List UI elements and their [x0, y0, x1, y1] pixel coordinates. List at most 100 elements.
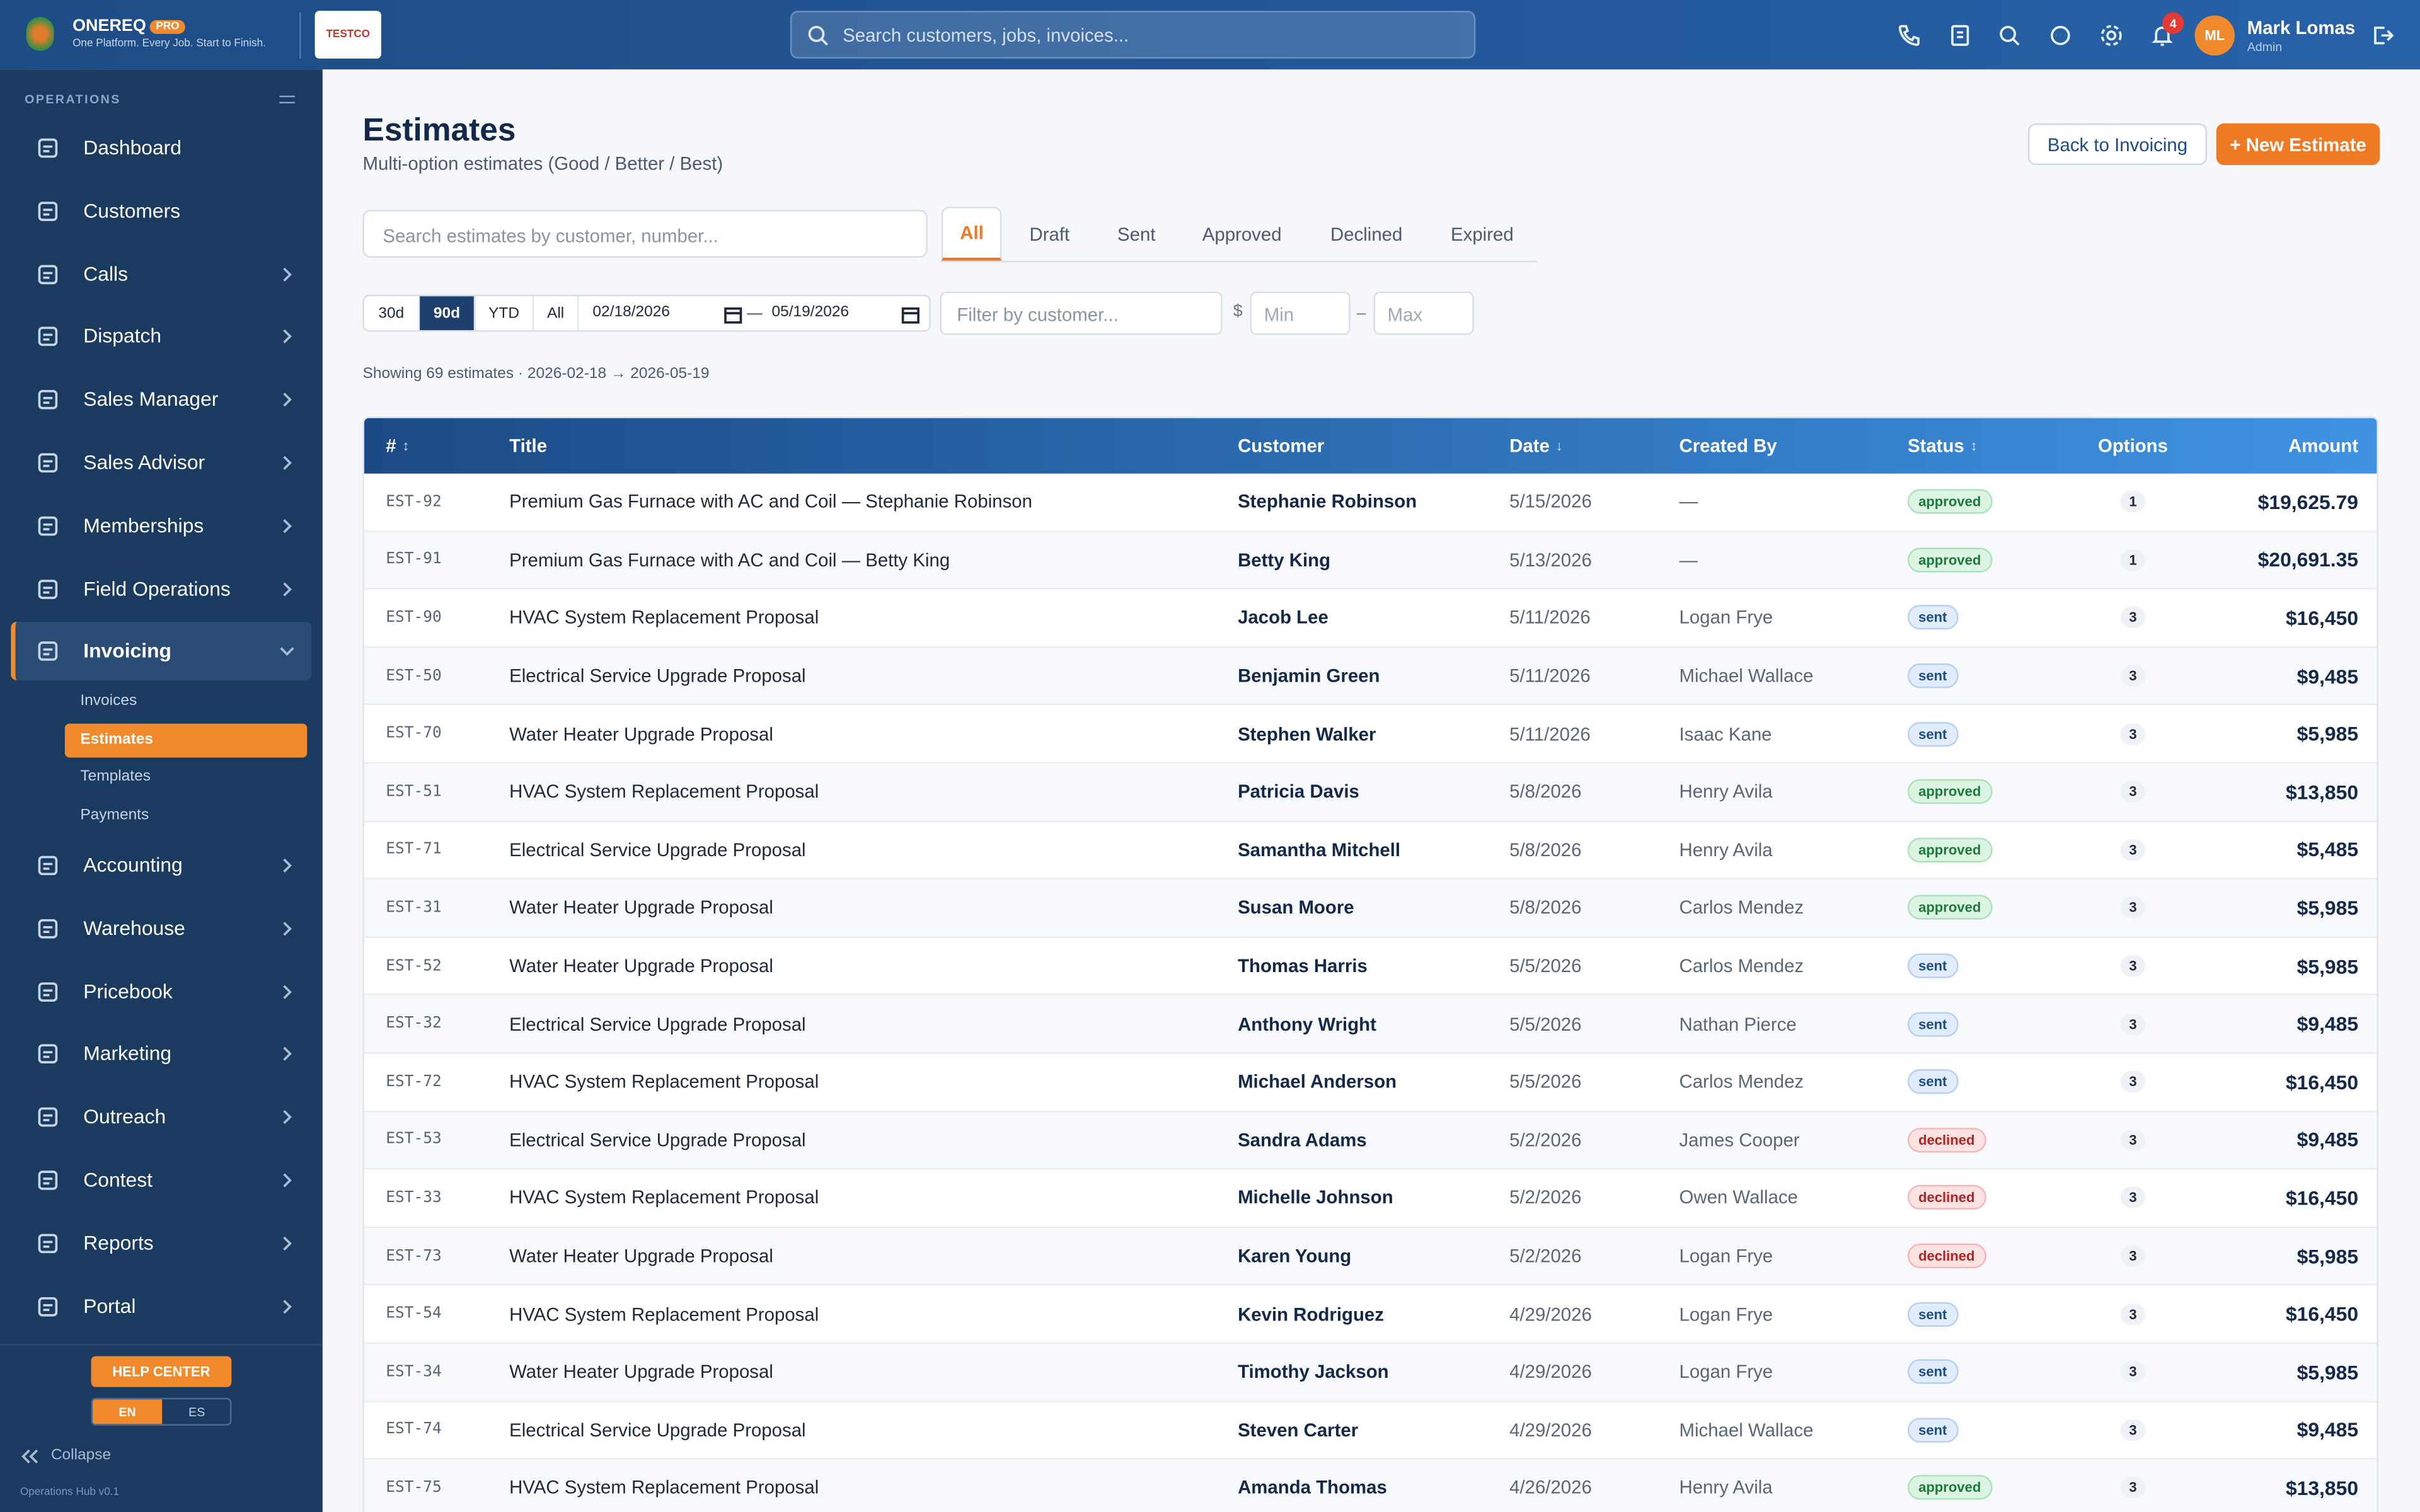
- nav-item[interactable]: Contest: [83, 1167, 153, 1191]
- table-row[interactable]: EST-32 Electrical Service Upgrade Proposa…: [364, 995, 2377, 1054]
- help-center[interactable]: HELP CENTER: [91, 1356, 232, 1387]
- nav-item[interactable]: Outreach: [83, 1104, 166, 1128]
- status-badge: sent: [1907, 1418, 1958, 1443]
- table-row[interactable]: EST-75 HVAC System Replacement Proposal Am…: [364, 1460, 2377, 1512]
- table-row[interactable]: EST-54 HVAC System Replacement Proposal Ke…: [364, 1285, 2377, 1344]
- cell-text: Water Heater Upgrade Proposal: [509, 1245, 773, 1267]
- table-cell: Owen Wallace: [1679, 1170, 1895, 1227]
- column-header[interactable]: Title: [509, 418, 1219, 474]
- filter-tab[interactable]: Sent: [1117, 222, 1156, 245]
- range-button[interactable]: 90d: [420, 296, 476, 331]
- nav-item[interactable]: Memberships: [83, 513, 204, 537]
- table-row[interactable]: EST-53 Electrical Service Upgrade Proposa…: [364, 1111, 2377, 1170]
- table-cell: Henry Avila: [1679, 1460, 1895, 1512]
- table-cell: Logan Frye: [1679, 1344, 1895, 1400]
- table-row[interactable]: EST-51 HVAC System Replacement Proposal Pa…: [364, 764, 2377, 822]
- max-input[interactable]: Max: [1373, 291, 1474, 335]
- table-cell: Henry Avila: [1679, 822, 1895, 878]
- column-header[interactable]: # ↕: [386, 418, 478, 474]
- table-cell: sent: [1907, 648, 2062, 704]
- nav-item[interactable]: Portal: [83, 1293, 136, 1317]
- subnav-item[interactable]: Estimates: [80, 730, 154, 748]
- date-to[interactable]: 05/19/2026: [771, 304, 850, 321]
- table-cell: Electrical Service Upgrade Proposal: [509, 648, 1219, 704]
- status-badge: sent: [1907, 1069, 1958, 1095]
- table-row[interactable]: EST-74 Electrical Service Upgrade Proposa…: [364, 1402, 2377, 1460]
- min-input[interactable]: Min: [1250, 291, 1351, 335]
- nav-item[interactable]: Invoicing: [83, 639, 171, 663]
- global-search[interactable]: Search customers, jobs, invoices...: [790, 11, 1476, 59]
- nav-item[interactable]: Pricebook: [83, 979, 173, 1002]
- table-row[interactable]: EST-72 HVAC System Replacement Proposal Mi…: [364, 1053, 2377, 1112]
- filter-tab[interactable]: All: [941, 207, 1003, 261]
- table-cell: 3: [2077, 1112, 2188, 1169]
- options-count: 3: [2120, 1187, 2146, 1209]
- lang-es[interactable]: ES: [188, 1404, 205, 1419]
- table-cell: 3: [2077, 1054, 2188, 1111]
- subnav-item[interactable]: Payments: [80, 806, 149, 823]
- nav-icon: [35, 853, 60, 878]
- nav-item[interactable]: Accounting: [83, 853, 183, 877]
- min-placeholder: Min: [1264, 304, 1294, 326]
- filter-tab[interactable]: Expired: [1451, 222, 1514, 245]
- options-count: 1: [2120, 549, 2146, 571]
- date-from[interactable]: 02/18/2026: [592, 304, 671, 321]
- nav-item[interactable]: Warehouse: [83, 916, 185, 939]
- amount: $9,485: [2296, 664, 2359, 688]
- estimate-number: EST-72: [386, 1073, 442, 1091]
- new-estimate-button[interactable]: + New Estimate: [2216, 123, 2380, 166]
- table-row[interactable]: EST-70 Water Heater Upgrade Proposal Steph…: [364, 706, 2377, 764]
- column-header[interactable]: Options: [2077, 418, 2188, 474]
- table-row[interactable]: EST-31 Water Heater Upgrade Proposal Susan…: [364, 879, 2377, 938]
- status-badge: approved: [1907, 547, 1992, 573]
- table-row[interactable]: EST-91 Premium Gas Furnace with AC and Co…: [364, 531, 2377, 590]
- table-row[interactable]: EST-50 Electrical Service Upgrade Proposa…: [364, 648, 2377, 706]
- filter-tab[interactable]: Draft: [1029, 222, 1070, 245]
- cell-text: Henry Avila: [1679, 839, 1773, 861]
- nav-item[interactable]: Customers: [83, 198, 181, 222]
- table-row[interactable]: EST-90 HVAC System Replacement Proposal Ja…: [364, 589, 2377, 648]
- range-button[interactable]: YTD: [475, 296, 534, 331]
- filter-tab[interactable]: Approved: [1202, 222, 1282, 245]
- nav-chevron: [275, 1042, 299, 1067]
- column-header[interactable]: Date ↓: [1509, 418, 1664, 474]
- collapse[interactable]: Collapse: [50, 1447, 112, 1465]
- estimate-search[interactable]: Search estimates by customer, number...: [362, 210, 928, 258]
- table-row[interactable]: EST-73 Water Heater Upgrade Proposal Karen…: [364, 1227, 2377, 1286]
- table-row[interactable]: EST-34 Water Heater Upgrade Proposal Timot…: [364, 1344, 2377, 1402]
- cell-text: Water Heater Upgrade Proposal: [509, 897, 773, 919]
- customer-filter[interactable]: Filter by customer...: [940, 291, 1223, 335]
- column-header[interactable]: Created By: [1679, 418, 1895, 474]
- table-cell: Betty King: [1238, 532, 1500, 588]
- nav-item[interactable]: Marketing: [83, 1042, 172, 1065]
- table-row[interactable]: EST-71 Electrical Service Upgrade Proposa…: [364, 822, 2377, 880]
- options-count: 1: [2120, 491, 2146, 513]
- customer-name: Susan Moore: [1238, 897, 1354, 919]
- table-cell: Benjamin Green: [1238, 648, 1500, 704]
- nav-item[interactable]: Reports: [83, 1230, 154, 1254]
- lang-en[interactable]: EN: [92, 1399, 163, 1424]
- column-header[interactable]: Amount: [2155, 418, 2358, 474]
- nav-chevron: [275, 261, 299, 286]
- nav-item[interactable]: Sales Manager: [83, 387, 219, 411]
- search-icon-svg: [808, 26, 828, 46]
- nav-item[interactable]: Field Operations: [83, 576, 231, 600]
- subnav-item[interactable]: Templates: [80, 768, 151, 786]
- sidebar-toggle: [279, 95, 295, 104]
- column-header[interactable]: Status ↕: [1908, 418, 2062, 474]
- table-row[interactable]: EST-92 Premium Gas Furnace with AC and Co…: [364, 473, 2377, 532]
- nav-item[interactable]: Dashboard: [83, 135, 182, 159]
- range-button[interactable]: 30d: [364, 296, 420, 331]
- nav-item[interactable]: Sales Advisor: [83, 450, 205, 474]
- nav-item[interactable]: Dispatch: [83, 324, 162, 348]
- nav-item[interactable]: Calls: [83, 261, 129, 285]
- amount: $5,985: [2296, 954, 2359, 978]
- back-button[interactable]: Back to Invoicing: [2027, 123, 2208, 166]
- filter-tab[interactable]: Declined: [1330, 222, 1403, 245]
- table-row[interactable]: EST-52 Water Heater Upgrade Proposal Thoma…: [364, 937, 2377, 996]
- range-button[interactable]: All: [534, 296, 579, 331]
- column-header[interactable]: Customer: [1238, 418, 1500, 474]
- subnav-item[interactable]: Invoices: [80, 692, 137, 710]
- table-row[interactable]: EST-33 HVAC System Replacement Proposal Mi…: [364, 1169, 2377, 1228]
- table-cell: 5/5/2026: [1509, 937, 1664, 994]
